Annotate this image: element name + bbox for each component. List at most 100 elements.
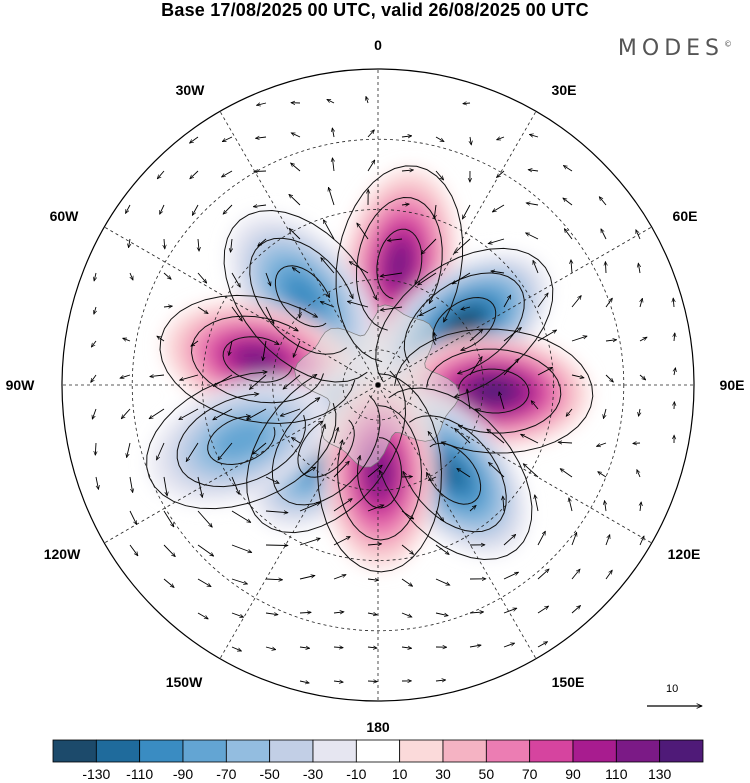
- streamline: [358, 437, 403, 509]
- wind-vector: [497, 170, 505, 178]
- wind-vector: [605, 340, 617, 341]
- wind-vector: [463, 103, 471, 104]
- wind-vector: [332, 158, 334, 172]
- wind-vector: [213, 374, 233, 386]
- colorbar-swatch: [269, 739, 314, 763]
- wind-vector: [263, 340, 267, 361]
- wind-vector: [333, 536, 350, 546]
- streamline: [336, 405, 423, 541]
- wind-vector: [600, 229, 607, 240]
- wind-vector: [332, 128, 334, 138]
- wind-vector: [401, 477, 413, 478]
- wind-vector: [191, 340, 199, 346]
- wind-vector: [197, 544, 214, 556]
- streamline: [355, 196, 443, 331]
- wind-vector: [163, 510, 174, 527]
- wind-vector: [435, 170, 444, 180]
- streamline: [379, 387, 533, 561]
- colorbar-swatch: [485, 739, 531, 763]
- wind-vector: [292, 438, 301, 444]
- latitude-circle: [342, 349, 414, 421]
- meridian-line: [377, 384, 652, 544]
- wind-vector: [571, 569, 580, 580]
- wind-vector: [91, 340, 97, 347]
- wind-vector: [192, 204, 199, 215]
- wind-vector: [571, 374, 584, 378]
- wind-vector: [292, 268, 301, 274]
- streamline: [223, 209, 377, 383]
- wind-vector: [125, 204, 131, 213]
- streamline: [249, 237, 354, 355]
- wind-vector: [401, 136, 412, 137]
- wind-vector: [558, 442, 573, 443]
- colorbar-swatch: [529, 739, 574, 763]
- wind-vector: [121, 408, 131, 419]
- wind-vector: [223, 204, 233, 214]
- wind-vector: [129, 476, 133, 493]
- wind-vector: [231, 544, 252, 553]
- wind-vector: [94, 272, 96, 281]
- colorbar-swatch: [399, 739, 444, 763]
- streamline: [207, 416, 276, 466]
- wind-vector: [289, 228, 301, 240]
- wind-vector: [640, 502, 641, 512]
- colorbar-tick-label: -70: [216, 766, 237, 782]
- wind-vector: [163, 476, 167, 496]
- wind-vector: [421, 238, 437, 254]
- wind-vector: [367, 544, 382, 545]
- wind-vector: [299, 576, 315, 580]
- wind-vector: [265, 613, 278, 615]
- latitude-circle: [131, 138, 625, 632]
- wind-vector: [347, 301, 369, 308]
- wind-vector: [537, 642, 548, 648]
- colorbar-tick-label: -10: [346, 766, 367, 782]
- wind-vector: [253, 205, 267, 207]
- colorbar-swatch: [52, 739, 97, 763]
- wind-vector: [127, 442, 131, 458]
- streamline: [222, 336, 293, 383]
- wind-vector: [94, 306, 96, 314]
- streamline: [190, 315, 324, 404]
- colorbar-tick-label: -30: [302, 766, 324, 782]
- wind-vector: [150, 375, 165, 377]
- wind-vector: [523, 464, 539, 478]
- wind-vector: [491, 271, 505, 273]
- wind-vector: [639, 408, 641, 416]
- wind-vector: [492, 204, 505, 212]
- wind-vector: [265, 545, 288, 546]
- wind-vector: [435, 544, 449, 555]
- wind-vector: [129, 510, 138, 525]
- copyright-mark: ©: [724, 39, 732, 49]
- meridian-line: [219, 111, 379, 386]
- wind-vector: [526, 232, 539, 240]
- lon-label-0: 0: [374, 37, 382, 53]
- wind-vector: [197, 578, 211, 587]
- colorbar-swatch: [312, 739, 357, 763]
- wind-vector: [265, 306, 275, 324]
- wind-vector: [633, 443, 641, 444]
- colorbar-tick-label: 50: [478, 766, 495, 782]
- colorbar-swatch: [615, 739, 661, 763]
- wind-vector: [130, 272, 133, 280]
- wind-vector: [605, 535, 610, 546]
- wind-vector: [569, 498, 573, 512]
- colorbar-tick-label: 130: [647, 766, 672, 782]
- wind-vector: [401, 612, 412, 617]
- wind-vector: [197, 612, 208, 619]
- lon-label-90e: 90E: [719, 377, 745, 393]
- wind-vector: [289, 194, 301, 206]
- wind-vector: [163, 544, 175, 557]
- wind-vector: [291, 132, 301, 138]
- wind-vector: [129, 238, 131, 248]
- wind-vector: [605, 570, 612, 580]
- wind-vector: [387, 239, 403, 241]
- streamline: [271, 395, 381, 506]
- colorbar-swatch: [225, 739, 271, 763]
- meridian-line: [219, 384, 379, 659]
- wind-vector: [467, 389, 471, 410]
- wind-vector: [186, 442, 199, 462]
- wind-vector: [469, 645, 481, 647]
- wind-vector: [469, 505, 476, 512]
- wind-vector: [457, 468, 471, 478]
